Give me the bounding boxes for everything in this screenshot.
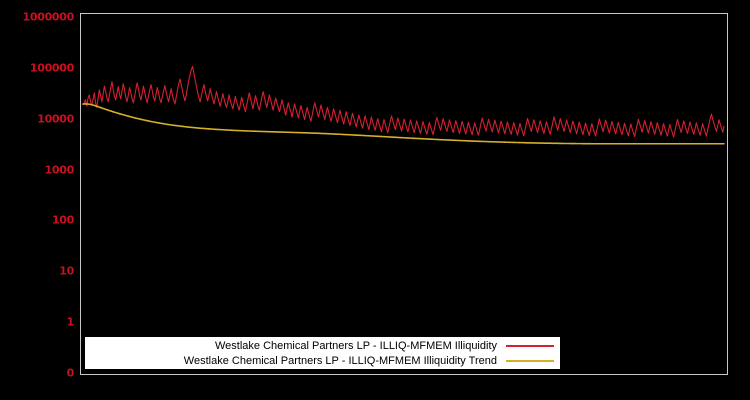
series-illiquidity-line [83, 66, 724, 137]
y-tick-label: 1000000 [22, 10, 75, 24]
legend-label: Westlake Chemical Partners LP - ILLIQ-MF… [214, 339, 497, 352]
legend-item[interactable]: Westlake Chemical Partners LP - ILLIQ-MF… [85, 353, 560, 368]
legend-label: Westlake Chemical Partners LP - ILLIQ-MF… [183, 354, 497, 367]
legend-color-swatch [506, 359, 554, 362]
plot-svg [81, 14, 727, 374]
y-tick-label: 10 [59, 264, 74, 278]
series-paths [83, 66, 724, 143]
y-tick-label: 10000 [37, 112, 74, 126]
legend-item[interactable]: Westlake Chemical Partners LP - ILLIQ-MF… [85, 338, 560, 353]
y-tick-label: 100 [51, 213, 74, 227]
series-trend-line [83, 104, 724, 144]
chart-legend: Westlake Chemical Partners LP - ILLIQ-MF… [85, 337, 560, 369]
y-axis: 1000000 100000 10000 1000 100 10 1 0 [0, 0, 75, 400]
legend-color-swatch [506, 344, 554, 347]
y-tick-label: 100000 [29, 61, 74, 75]
y-tick-label: 0 [66, 366, 75, 380]
y-tick-label: 1 [66, 315, 75, 329]
plot-area [80, 13, 728, 375]
y-tick-label: 1000 [44, 163, 75, 176]
